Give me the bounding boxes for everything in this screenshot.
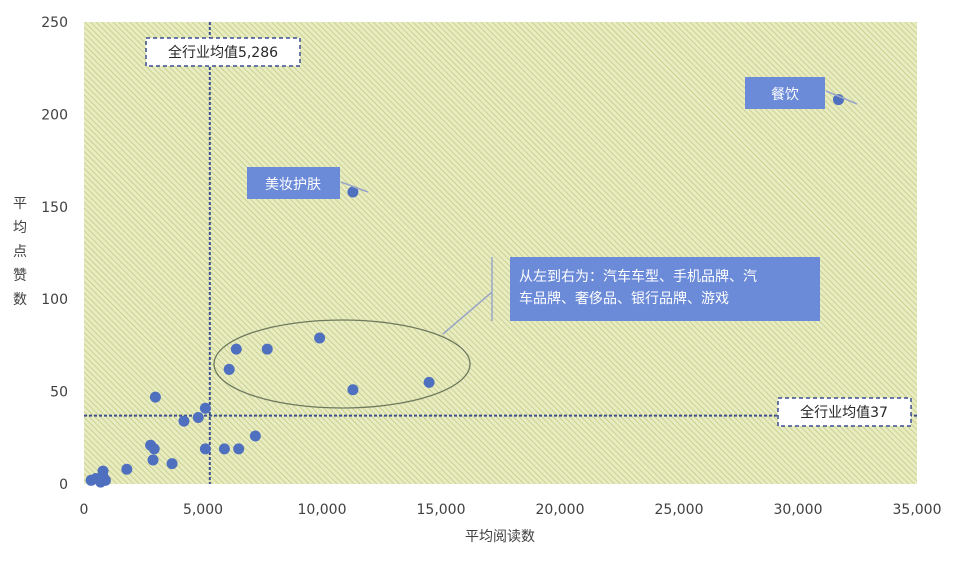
- x-tick-label: 0: [80, 502, 89, 518]
- data-point: [347, 186, 359, 198]
- callout-label-group: 车品牌、奢侈品、银行品牌、游戏: [519, 290, 729, 307]
- data-point: [192, 411, 204, 423]
- x-tick-label: 10,000: [298, 502, 347, 518]
- mean-read-label: 全行业均值5,286: [168, 44, 278, 61]
- y-tick-label: 150: [41, 200, 68, 216]
- x-tick-label: 20,000: [536, 502, 585, 518]
- data-point: [199, 443, 211, 455]
- data-point: [223, 363, 235, 375]
- callout-leader: [340, 181, 369, 193]
- callout-label-group: 从左到右为：汽车车型、手机品牌、汽: [519, 268, 757, 285]
- x-axis-label: 平均阅读数: [465, 528, 535, 545]
- mean-like-label-box: [777, 397, 912, 427]
- data-point: [233, 443, 245, 455]
- callout-leader: [825, 90, 858, 105]
- data-point: [199, 402, 211, 414]
- data-point: [314, 332, 326, 344]
- data-point: [121, 463, 133, 475]
- x-tick-label: 15,000: [417, 502, 466, 518]
- y-tick-label: 0: [59, 477, 68, 493]
- x-tick-label: 25,000: [655, 502, 704, 518]
- data-point: [423, 376, 435, 388]
- group-ellipse: [213, 319, 471, 409]
- y-tick-label: 200: [41, 107, 68, 123]
- mean-read-label-box: [145, 37, 301, 67]
- data-point: [261, 343, 273, 355]
- x-tick-label: 5,000: [183, 502, 223, 518]
- x-tick-label: 35,000: [893, 502, 942, 518]
- callout-label-catering: 餐饮: [771, 87, 799, 103]
- data-point: [218, 443, 230, 455]
- y-axis-label: 平均点赞数: [13, 196, 27, 308]
- data-point: [347, 384, 359, 396]
- data-point: [249, 430, 261, 442]
- callout-leader: [442, 257, 493, 335]
- data-point: [148, 443, 160, 455]
- data-point: [166, 458, 178, 470]
- data-point: [99, 474, 111, 486]
- mean-like-label: 全行业均值37: [800, 404, 888, 421]
- data-point: [178, 415, 190, 427]
- y-tick-label: 100: [41, 292, 68, 308]
- callout-box-group: [510, 257, 820, 321]
- data-point: [230, 343, 242, 355]
- y-tick-label: 250: [41, 15, 68, 31]
- y-tick-label: 50: [50, 385, 68, 401]
- data-point: [147, 454, 159, 466]
- callout-box-beauty: [247, 167, 340, 199]
- x-tick-label: 30,000: [774, 502, 823, 518]
- callout-label-beauty: 美妆护肤: [265, 177, 321, 193]
- callout-box-catering: [745, 77, 825, 109]
- data-point: [149, 391, 161, 403]
